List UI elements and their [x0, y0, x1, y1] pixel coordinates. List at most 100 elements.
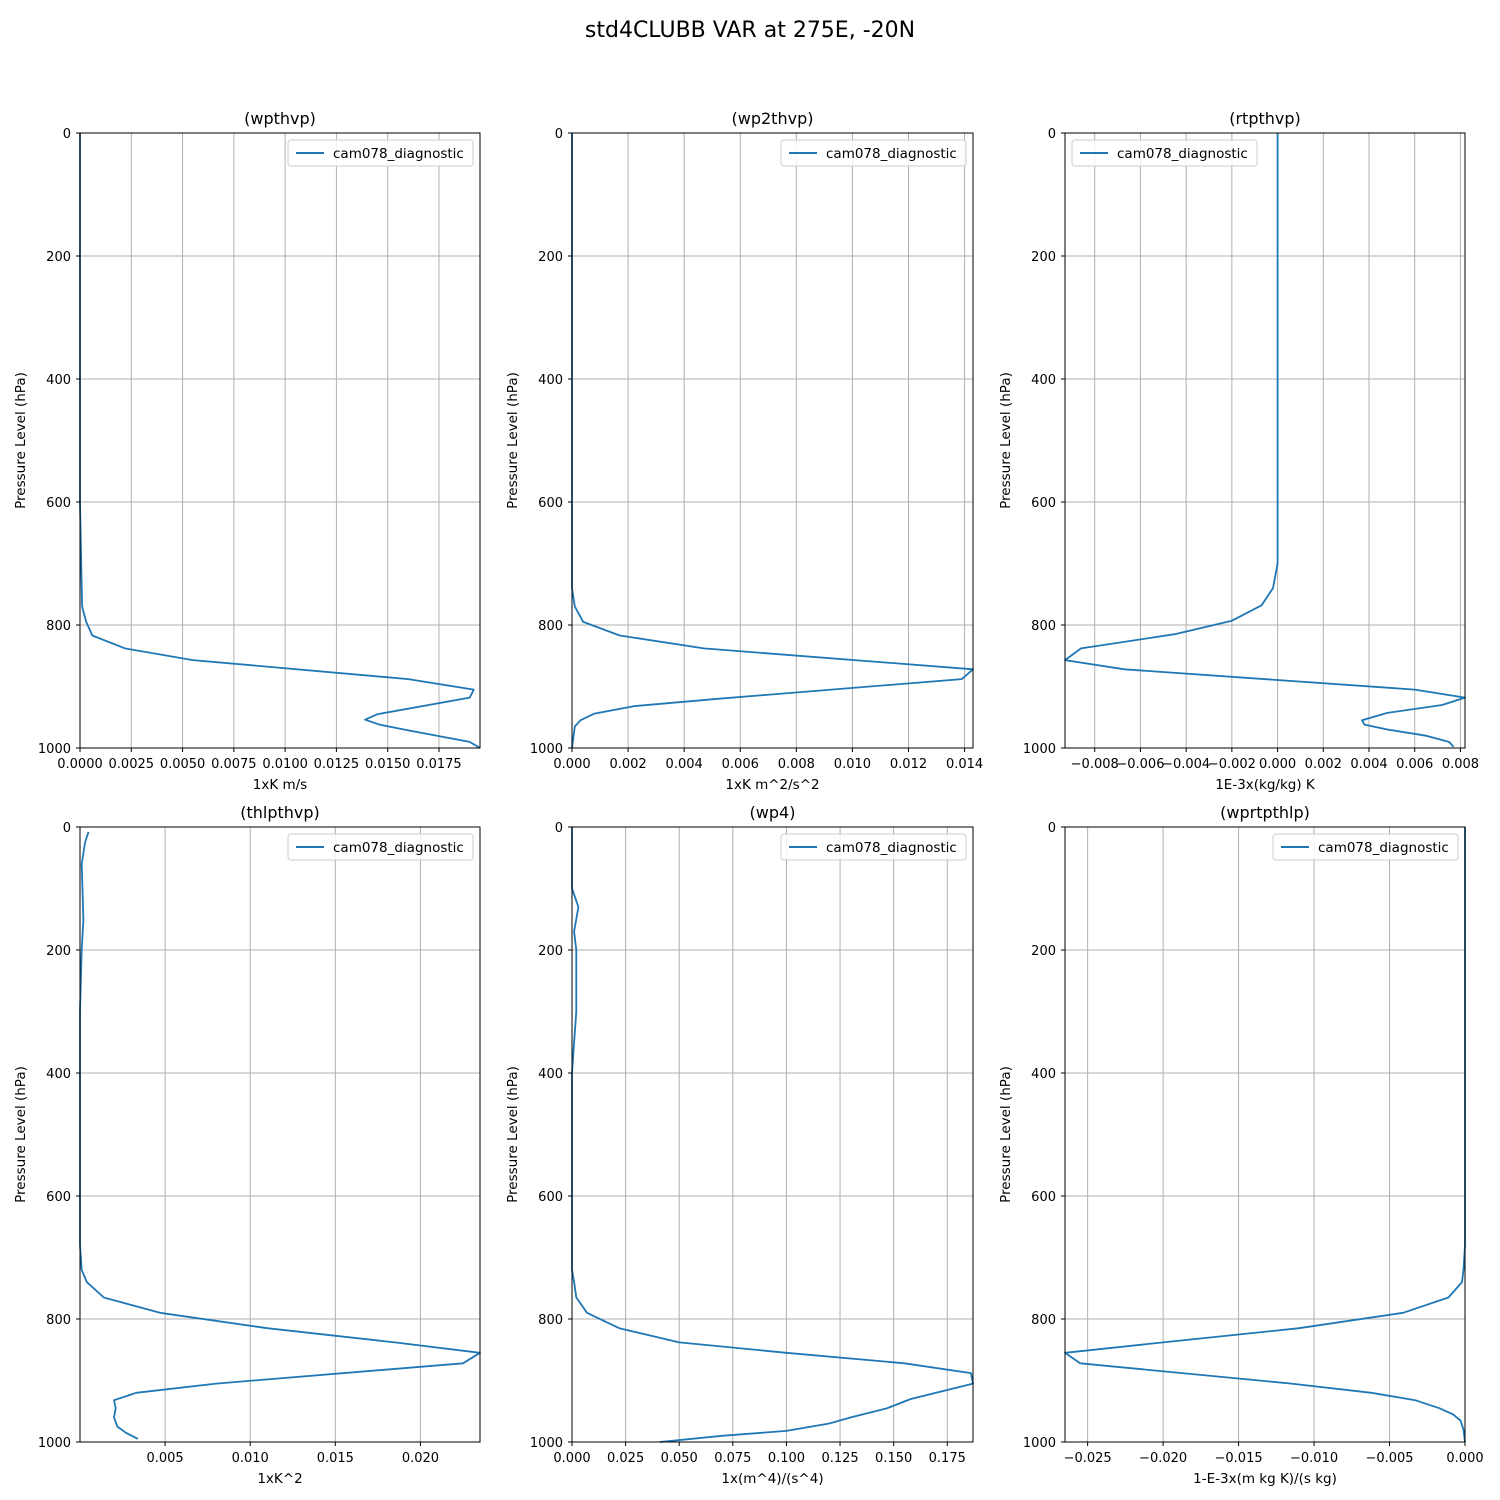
y-tick-label: 200 [1031, 944, 1056, 959]
y-tick-label: 800 [1031, 1313, 1056, 1328]
chart-panel-4: 0.005 0.010 0.015 0.020 0 200 400 600 800 1000 1xK… [13, 803, 481, 1487]
legend-label: cam078_diagnostic [1318, 840, 1449, 856]
x-tick-label: 0.000 [553, 757, 590, 772]
series-line-1 [1064, 133, 1466, 748]
panel-title: (wprtpthlp) [1220, 803, 1310, 822]
legend-box [780, 139, 967, 167]
y-tick-label: 0 [63, 821, 71, 836]
y-tick-label: 200 [538, 250, 563, 265]
legend-label: cam078_diagnostic [333, 840, 464, 856]
legend-box [1071, 139, 1258, 167]
x-tick-label: −0.004 [1162, 757, 1210, 772]
figure-title: std4CLUBB VAR at 275E, -20N [585, 18, 915, 43]
legend-box [287, 833, 474, 861]
plot-frame [1064, 826, 1466, 1443]
panel-title: (thlpthvp) [240, 803, 320, 822]
y-tick-label: 0 [1048, 821, 1056, 836]
y-axis-label: Pressure Level (hPa) [13, 372, 29, 509]
y-tick-label: 600 [46, 496, 71, 511]
y-tick-label: 1000 [1023, 742, 1056, 757]
plot-frame [79, 132, 481, 749]
x-tick-label: 0.008 [1442, 757, 1479, 772]
x-tick-label: 0.0050 [160, 757, 206, 772]
legend-label: cam078_diagnostic [826, 840, 957, 856]
y-axis-label: Pressure Level (hPa) [998, 372, 1014, 509]
y-tick-label: 400 [538, 1067, 563, 1082]
y-tick-label: 600 [538, 1190, 563, 1205]
legend: cam078_diagnostic [1071, 139, 1258, 167]
chart-panel-2: 0.000 0.002 0.004 0.006 0.008 0.010 0.012 0.014… [505, 109, 983, 793]
x-tick-label: 0.020 [402, 1451, 439, 1466]
x-tick-label: −0.020 [1139, 1451, 1187, 1466]
legend: cam078_diagnostic [1272, 833, 1459, 861]
legend: cam078_diagnostic [287, 833, 474, 861]
x-tick-label: 0.050 [661, 1451, 698, 1466]
chart-panel-6: −0.025 −0.020 −0.015 −0.010 −0.005 0.000 0 200 4… [998, 803, 1484, 1487]
chart-panel-1: 0.0000 0.0025 0.0050 0.0075 0.0100 0.0125 0.01… [13, 109, 481, 793]
x-tick-label: 0.100 [768, 1451, 805, 1466]
y-tick-label: 400 [538, 373, 563, 388]
y-tick-label: 400 [46, 373, 71, 388]
x-tick-label: 0.0000 [57, 757, 103, 772]
legend-label: cam078_diagnostic [1117, 146, 1248, 162]
x-axis-label: 1xK^2 [257, 1471, 302, 1487]
x-tick-label: 0.008 [778, 757, 815, 772]
y-tick-label: 800 [1031, 619, 1056, 634]
plot-frame [571, 132, 974, 749]
x-tick-label: 0.004 [666, 757, 703, 772]
x-tick-label: 0.150 [875, 1451, 912, 1466]
x-axis-label: 1xK m/s [253, 777, 307, 793]
y-tick-label: 200 [538, 944, 563, 959]
y-tick-label: 0 [1048, 127, 1056, 142]
y-tick-label: 800 [46, 619, 71, 634]
x-tick-label: −0.002 [1208, 757, 1256, 772]
x-tick-label: 0.0175 [416, 757, 462, 772]
y-tick-label: 400 [46, 1067, 71, 1082]
x-tick-label: 0.0125 [314, 757, 360, 772]
x-tick-label: 0.005 [146, 1451, 183, 1466]
legend-label: cam078_diagnostic [826, 146, 957, 162]
y-tick-label: 200 [46, 250, 71, 265]
y-tick-label: 1000 [38, 742, 71, 757]
panel-title: (wp4) [750, 803, 796, 822]
y-tick-label: 200 [1031, 250, 1056, 265]
x-tick-label: 0.0150 [365, 757, 411, 772]
panel-title: (wpthvp) [244, 109, 316, 128]
y-tick-label: 0 [555, 127, 563, 142]
x-tick-label: 0.000 [1446, 1451, 1483, 1466]
y-tick-label: 0 [63, 127, 71, 142]
legend: cam078_diagnostic [780, 139, 967, 167]
legend-box [1272, 833, 1459, 861]
legend: cam078_diagnostic [287, 139, 474, 167]
x-tick-label: 0.075 [714, 1451, 751, 1466]
x-tick-label: 0.0100 [262, 757, 308, 772]
x-tick-label: 0.010 [834, 757, 871, 772]
x-tick-label: −0.010 [1290, 1451, 1338, 1466]
y-tick-label: 600 [538, 496, 563, 511]
series-line-1 [79, 831, 481, 1440]
plot-frame [571, 826, 974, 1443]
x-tick-label: 0.175 [929, 1451, 966, 1466]
y-tick-label: 1000 [1023, 1436, 1056, 1451]
x-tick-label: −0.006 [1116, 757, 1164, 772]
y-tick-label: 800 [538, 619, 563, 634]
plot-frame [79, 826, 481, 1443]
y-tick-label: 400 [1031, 373, 1056, 388]
x-tick-label: −0.005 [1365, 1451, 1413, 1466]
y-tick-label: 1000 [530, 742, 563, 757]
y-axis-label: Pressure Level (hPa) [998, 1066, 1014, 1203]
chart-panel-5: 0.000 0.025 0.050 0.075 0.100 0.125 0.150 0.175… [505, 803, 974, 1487]
x-tick-label: −0.008 [1071, 757, 1119, 772]
y-axis-label: Pressure Level (hPa) [505, 372, 521, 509]
x-tick-label: 0.006 [1396, 757, 1433, 772]
x-tick-label: 0.004 [1350, 757, 1387, 772]
x-axis-label: 1E-3x(kg/kg) K [1215, 777, 1316, 793]
panels-container: 0.0000 0.0025 0.0050 0.0075 0.0100 0.0125 0.01… [13, 109, 1484, 1487]
panel-title: (wp2thvp) [732, 109, 814, 128]
x-tick-label: 0.014 [946, 757, 983, 772]
panel-title: (rtpthvp) [1229, 109, 1301, 128]
y-tick-label: 200 [46, 944, 71, 959]
legend-box [780, 833, 967, 861]
x-tick-label: 0.002 [1305, 757, 1342, 772]
